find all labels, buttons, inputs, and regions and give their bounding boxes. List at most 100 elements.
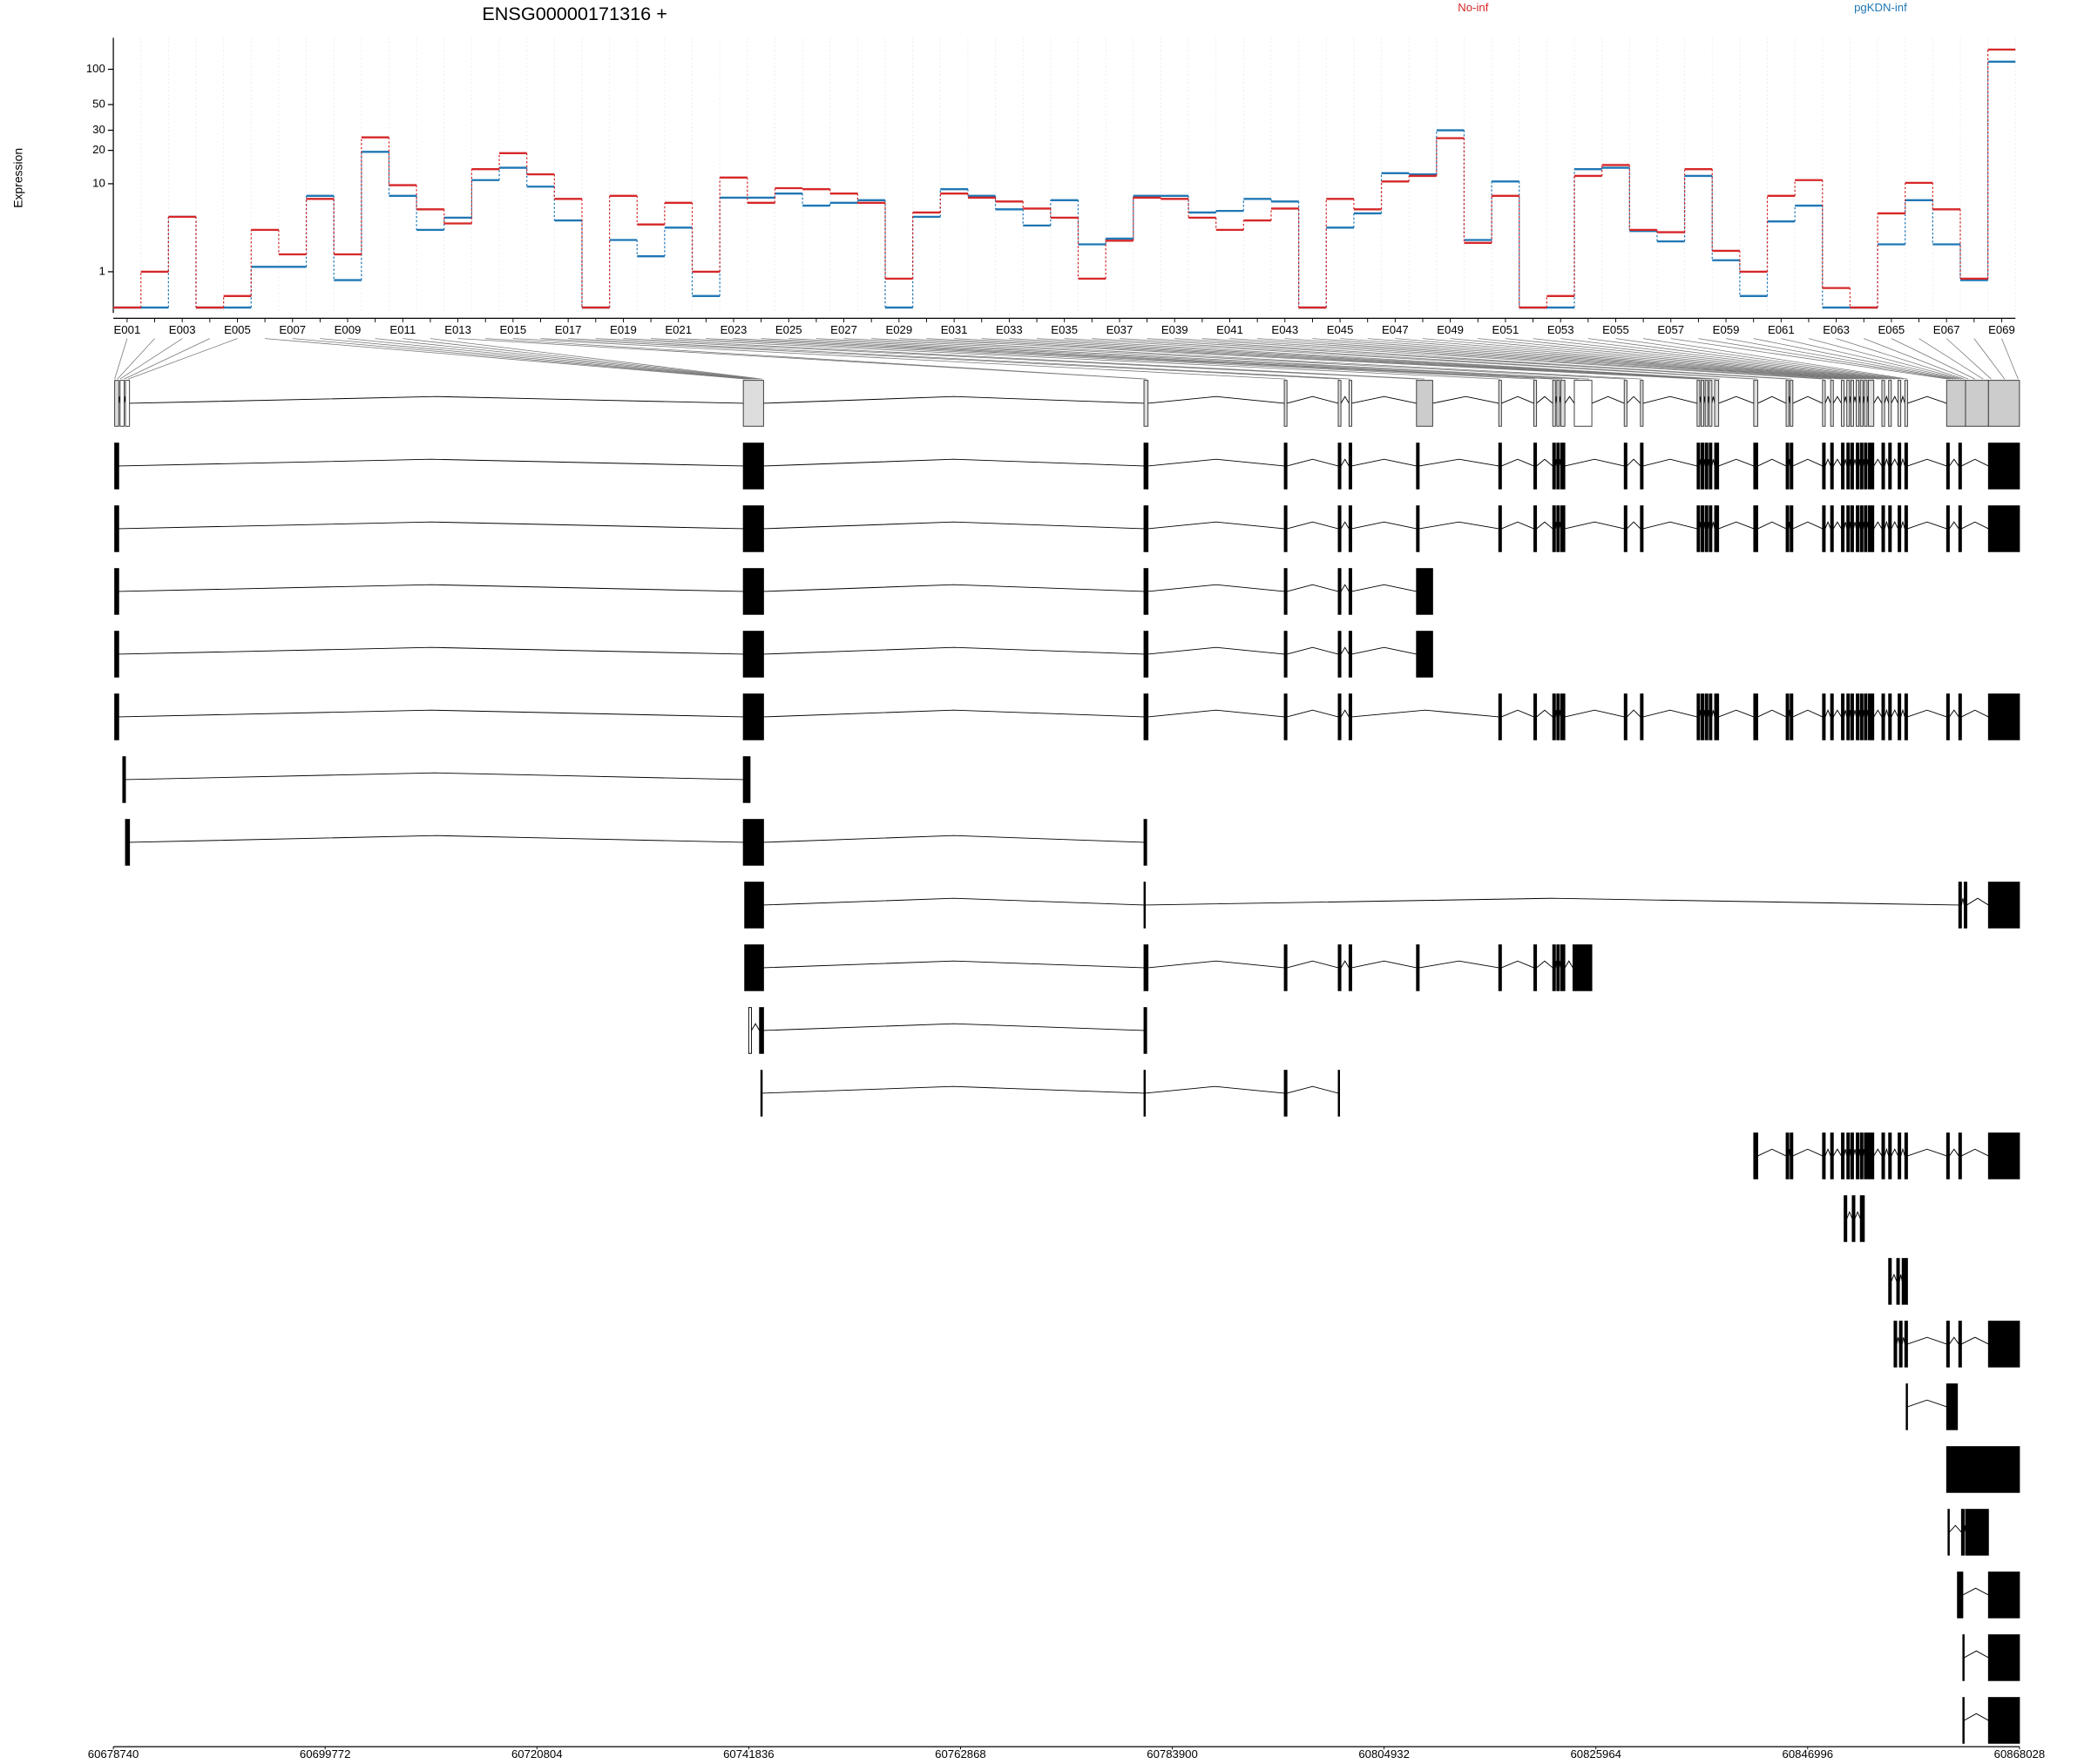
transcript-exon bbox=[1143, 944, 1149, 991]
intron bbox=[1961, 1148, 1989, 1157]
intron bbox=[1287, 521, 1339, 530]
merged-exon bbox=[1790, 380, 1794, 427]
intron bbox=[1832, 521, 1842, 530]
genome-tick-label: 60868028 bbox=[1994, 1747, 2046, 1760]
transcript-exon bbox=[1790, 1132, 1794, 1179]
x-tick-label: E043 bbox=[1271, 323, 1298, 336]
exon-connector bbox=[678, 338, 1536, 380]
exon-connector bbox=[1615, 338, 1904, 380]
intron bbox=[1964, 1650, 1989, 1659]
transcript-exon bbox=[1888, 505, 1892, 552]
transcript-exon bbox=[1348, 944, 1352, 991]
transcript-exon bbox=[1696, 505, 1701, 552]
transcript-exon bbox=[1785, 1132, 1790, 1179]
intron bbox=[1832, 458, 1842, 467]
transcript-exon bbox=[1958, 443, 1962, 490]
transcript-exon bbox=[1552, 944, 1556, 991]
x-tick-label: E027 bbox=[830, 323, 857, 336]
transcript-exon bbox=[1560, 505, 1566, 552]
transcript-exon bbox=[1864, 505, 1868, 552]
merged-exon bbox=[1859, 380, 1864, 427]
intron bbox=[1824, 708, 1831, 718]
transcript-exon bbox=[1785, 505, 1790, 552]
merged-exon bbox=[1841, 380, 1845, 427]
transcript-exon bbox=[1701, 505, 1705, 552]
intron bbox=[1844, 710, 1848, 718]
exon-connector bbox=[1753, 338, 1957, 380]
exon-connector bbox=[1533, 338, 1891, 380]
transcript-exon bbox=[1888, 443, 1892, 490]
intron bbox=[1642, 521, 1697, 530]
genome-tick-label: 60783900 bbox=[1147, 1747, 1198, 1760]
transcript-exon bbox=[1881, 505, 1885, 552]
chart-title: ENSG00000171316 + bbox=[482, 3, 667, 24]
merged-exon bbox=[1888, 380, 1892, 427]
exon-connector bbox=[815, 338, 1590, 380]
x-tick-label: E029 bbox=[885, 323, 912, 336]
exon-connector bbox=[871, 338, 1642, 380]
intron bbox=[1964, 1713, 1989, 1721]
exon-connector bbox=[568, 338, 1350, 380]
transcript-exon bbox=[1785, 693, 1790, 740]
transcript-exon bbox=[1987, 1132, 2020, 1179]
transcript-exon bbox=[1498, 443, 1502, 490]
exon-connector bbox=[1450, 338, 1879, 380]
x-tick-label: E001 bbox=[114, 323, 141, 336]
transcript-exon bbox=[1947, 1509, 1950, 1556]
transcript-exon bbox=[1143, 693, 1149, 740]
x-tick-label: E047 bbox=[1382, 323, 1409, 336]
intron bbox=[1642, 709, 1697, 718]
exon-connector bbox=[1643, 338, 1908, 380]
intron bbox=[1900, 1147, 1905, 1157]
transcript-exon bbox=[1623, 693, 1627, 740]
intron bbox=[1147, 646, 1285, 655]
intron bbox=[1949, 1336, 1959, 1345]
transcript-exon bbox=[1987, 1321, 2020, 1368]
transcript-exon bbox=[1283, 631, 1288, 678]
intron bbox=[761, 1085, 1145, 1094]
merged-exon bbox=[1337, 380, 1342, 427]
transcript-exon bbox=[1904, 693, 1908, 740]
intron bbox=[763, 960, 1145, 969]
intron bbox=[1853, 522, 1858, 530]
transcript-exon bbox=[1987, 443, 2020, 490]
transcript-exon bbox=[1958, 882, 1962, 929]
x-tick-label: E069 bbox=[1988, 323, 2015, 336]
transcript-exon bbox=[1898, 443, 1902, 490]
intron bbox=[1501, 458, 1534, 467]
transcript-exon bbox=[1416, 944, 1420, 991]
intron bbox=[1949, 521, 1959, 530]
legend-label: pgKDN-inf bbox=[1854, 1, 1907, 14]
intron bbox=[1147, 960, 1285, 969]
transcript-exon bbox=[1946, 505, 1950, 552]
transcript-exon bbox=[1143, 631, 1149, 678]
intron bbox=[1896, 1337, 1900, 1345]
transcript-exon bbox=[1830, 1132, 1834, 1179]
merged-exon bbox=[1965, 380, 1989, 427]
transcript-exon bbox=[1785, 443, 1790, 490]
exon-connector bbox=[1891, 338, 1975, 380]
transcript-exon bbox=[1958, 505, 1962, 552]
exon-connector bbox=[1119, 338, 1788, 380]
genome-tick-label: 60762868 bbox=[935, 1747, 986, 1760]
exon-connector bbox=[706, 338, 1554, 380]
transcript-exon bbox=[1533, 443, 1538, 490]
transcript-exon bbox=[1859, 443, 1864, 490]
intron bbox=[1844, 459, 1848, 467]
merged-exon bbox=[1696, 380, 1701, 427]
merged-exon bbox=[119, 380, 125, 427]
intron bbox=[1891, 709, 1898, 718]
intron bbox=[1340, 709, 1350, 718]
x-tick-label: E019 bbox=[610, 323, 637, 336]
exon-connector bbox=[114, 338, 128, 380]
transcript-exon bbox=[742, 443, 764, 490]
transcript-exon bbox=[1560, 944, 1566, 991]
transcript-exon bbox=[1881, 693, 1885, 740]
transcript-exon bbox=[1283, 443, 1288, 490]
intron bbox=[1711, 459, 1715, 467]
transcript-exon bbox=[1856, 1132, 1860, 1179]
exon-connector bbox=[512, 338, 1286, 380]
exon-connector bbox=[1478, 338, 1884, 380]
intron bbox=[1792, 1148, 1824, 1157]
